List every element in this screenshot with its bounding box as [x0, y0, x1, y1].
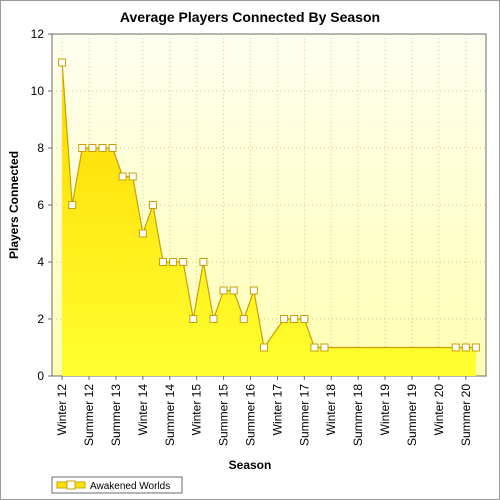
x-tick-label: Winter 17 [270, 384, 284, 436]
x-tick-label: Winter 12 [55, 384, 69, 436]
legend-label: Awakened Worlds [90, 481, 170, 492]
x-tick-label: Summer 18 [351, 384, 365, 446]
data-point [451, 343, 460, 352]
x-tick-label: Winter 14 [136, 384, 150, 436]
x-axis: Winter 12 Summer 12 Summer 13 Winter 14 Summ… [55, 376, 473, 446]
data-point [229, 286, 238, 295]
data-point [68, 201, 77, 209]
data-point [58, 58, 67, 67]
data-point [108, 144, 117, 152]
legend-box [51, 476, 183, 494]
data-point [179, 258, 188, 266]
data-point [209, 315, 218, 323]
data-point [199, 258, 208, 266]
y-tick-label: 12 [31, 27, 45, 41]
data-point [310, 343, 319, 352]
x-axis-label: Season [229, 458, 272, 472]
x-tick-label: Summer 13 [109, 384, 123, 446]
data-point [159, 258, 168, 266]
series-area [62, 62, 476, 376]
y-tick-label: 4 [37, 255, 44, 269]
x-tick-label: Summer 12 [82, 384, 96, 446]
data-point [239, 315, 248, 323]
data-point [320, 343, 329, 352]
x-tick-label: Summer 16 [243, 384, 257, 446]
y-tick-label: 2 [37, 312, 44, 326]
x-tick-label: Summer 20 [459, 384, 473, 446]
data-point [461, 343, 470, 352]
x-tick-label: Winter 18 [324, 384, 338, 436]
y-tick-label: 6 [37, 198, 44, 212]
data-point [118, 172, 127, 181]
data-point [138, 229, 147, 238]
series-line [61, 62, 476, 350]
x-tick-label: Winter 19 [378, 384, 392, 436]
data-area-layer [61, 62, 476, 376]
data-point [290, 315, 299, 323]
y-axis-label: Players Connected [7, 151, 21, 259]
data-point [471, 343, 480, 352]
data-point [78, 144, 87, 152]
data-point [189, 315, 198, 323]
chart-title: Average Players Connected By Season [120, 9, 380, 25]
x-tick-label: Summer 15 [217, 384, 231, 446]
y-tick-label: 10 [31, 84, 45, 98]
x-tick-label: Winter 15 [190, 384, 204, 436]
data-point [148, 201, 157, 209]
data-point [280, 315, 289, 323]
data-point [169, 258, 178, 266]
data-point [128, 172, 137, 181]
y-axis: 0 2 4 6 8 10 12 [31, 27, 52, 383]
legend-marker-icon [66, 480, 76, 490]
y-tick-label: 8 [37, 141, 44, 155]
x-tick-label: Summer 19 [405, 384, 419, 446]
y-tick-label: 0 [37, 369, 44, 383]
x-tick-label: Summer 17 [297, 384, 311, 446]
x-tick-label: Summer 14 [163, 384, 177, 446]
data-markers [58, 58, 480, 352]
legend: Awakened Worlds [51, 476, 183, 494]
data-point [88, 144, 97, 152]
x-tick-label: Winter 20 [432, 384, 446, 436]
data-point [219, 286, 228, 295]
data-point [259, 343, 268, 352]
data-point [300, 315, 309, 323]
data-point [249, 286, 258, 295]
data-point [98, 144, 107, 152]
